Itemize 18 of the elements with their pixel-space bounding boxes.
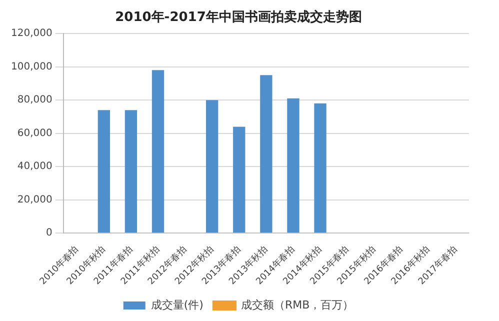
y-tick-label: 60,000 bbox=[17, 128, 52, 139]
bar bbox=[206, 100, 218, 233]
bar bbox=[98, 110, 110, 233]
bar bbox=[233, 126, 246, 233]
bar bbox=[260, 75, 272, 233]
y-tick-label: 100,000 bbox=[10, 61, 52, 72]
bar bbox=[152, 70, 164, 233]
y-tick-label: 20,000 bbox=[17, 194, 52, 206]
bar bbox=[124, 110, 138, 233]
y-tick-label: 40,000 bbox=[17, 161, 52, 172]
legend-label: 成交额（RMB，百万） bbox=[240, 298, 354, 312]
y-tick-label: 80,000 bbox=[17, 94, 52, 106]
y-tick-label: 120,000 bbox=[10, 28, 52, 40]
bar bbox=[314, 103, 326, 233]
chart-title: 2010年-2017年中国书画拍卖成交走势图 bbox=[115, 9, 362, 26]
y-tick-label: 0 bbox=[46, 228, 52, 239]
legend-label: 成交量(件) bbox=[150, 298, 204, 312]
bar bbox=[287, 98, 300, 233]
